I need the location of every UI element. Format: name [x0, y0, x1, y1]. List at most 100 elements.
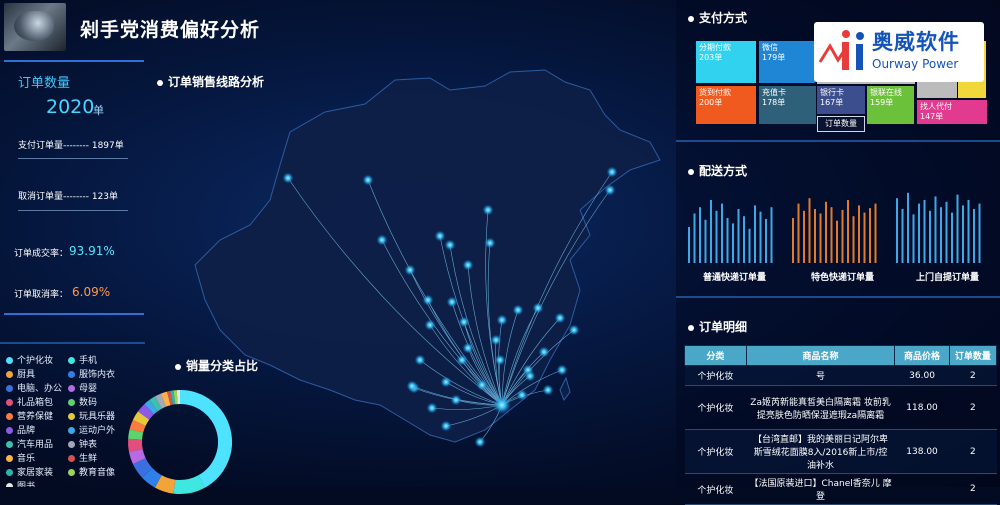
donut-slice [169, 398, 172, 399]
legend-label: 音乐 [17, 454, 35, 464]
delivery-bar [825, 202, 827, 263]
price-cell: 36.00 [895, 366, 950, 386]
legend-item[interactable]: 家居家装 [6, 465, 53, 478]
delivery-bar [705, 220, 707, 263]
city-point [525, 371, 536, 382]
payment-tile-value: 159单 [870, 98, 911, 108]
delivery-bar [896, 198, 898, 263]
donut-slice [147, 473, 158, 482]
delivery-bar [864, 213, 866, 263]
city-point [435, 231, 446, 242]
page-title: 剁手党消费偏好分析 [80, 15, 260, 42]
legend-label: 生鲜 [79, 454, 97, 464]
legend-item[interactable]: 营养保健 [6, 409, 53, 422]
legend-item[interactable]: 汽车用品 [6, 437, 53, 450]
category-cell: 个护化妆 [685, 474, 747, 505]
city-point [543, 385, 554, 396]
legend-item[interactable]: 教育音像 [68, 465, 115, 478]
legend-color-icon [68, 427, 75, 434]
city-point [557, 365, 568, 376]
donut-slice [135, 431, 136, 439]
legend-label: 汽车用品 [17, 440, 53, 450]
city-point [441, 377, 452, 388]
legend-label: 品牌 [17, 426, 35, 436]
delivery-group-label: 特色快递订单量 [811, 270, 874, 283]
legend-label: 家居家装 [17, 468, 53, 478]
product-cell: 号 [746, 366, 894, 386]
legend-item[interactable]: 母婴 [68, 381, 97, 394]
city-point [463, 343, 474, 354]
legend-item[interactable]: 电脑、办公 [6, 381, 62, 394]
legend-color-icon [68, 441, 75, 448]
legend-item[interactable]: 音乐 [6, 451, 35, 464]
table-row[interactable]: 个护化妆 号 36.00 2 [685, 366, 997, 386]
legend-color-icon [6, 427, 13, 434]
category-cell: 个护化妆 [685, 366, 747, 386]
city-point [427, 403, 438, 414]
delivery-bar [743, 216, 745, 263]
donut-slice [180, 397, 225, 481]
city-point [405, 265, 416, 276]
legend-item[interactable]: 运动户外 [68, 423, 115, 436]
table-row[interactable]: 个护化妆 【台湾直邮】我的美丽日记阿尔卑斯雪绒花面膜8入/2016新上市/控油补… [685, 430, 997, 474]
legend-item[interactable]: 厨具 [6, 367, 35, 380]
delivery-bar [798, 204, 800, 263]
column-header[interactable]: 商品名称 [746, 346, 894, 366]
table-row[interactable]: 个护化妆 Za姬芮新能真皙美白隔离霜 妆前乳提亮肤色防晒保湿遮瑕za隔离霜 11… [685, 386, 997, 430]
delivery-bar [940, 207, 942, 263]
legend-item[interactable]: 图书 [6, 479, 35, 487]
city-point [425, 320, 436, 331]
legend-label: 礼品箱包 [17, 398, 53, 408]
column-header[interactable]: 分类 [685, 346, 747, 366]
legend-label: 营养保健 [17, 412, 53, 422]
legend-item[interactable]: 生鲜 [68, 451, 97, 464]
divider [676, 296, 1000, 298]
legend-item[interactable]: 服饰内衣 [68, 367, 115, 380]
city-point [495, 355, 506, 366]
delivery-bar [831, 207, 833, 263]
column-header[interactable]: 商品价格 [895, 346, 950, 366]
delivery-bar [973, 209, 975, 263]
order-count-legend-button[interactable]: 订单数量 [817, 116, 865, 132]
legend-label: 母婴 [79, 384, 97, 394]
legend-item[interactable]: 数码 [68, 395, 97, 408]
map-title-text: 订单销售线路分析 [168, 75, 264, 89]
legend-label: 图书 [17, 482, 35, 487]
legend-item[interactable]: 个护化妆 [6, 353, 53, 366]
column-header[interactable]: 订单数量 [949, 346, 996, 366]
legend-item[interactable]: 手机 [68, 353, 97, 366]
delivery-bar [902, 209, 904, 263]
city-point [497, 315, 508, 326]
legend-color-icon [68, 357, 75, 364]
city-point [445, 240, 456, 251]
city-point [457, 355, 468, 366]
quantity-cell: 2 [949, 366, 996, 386]
city-point [415, 355, 426, 366]
payment-tile-value: 178单 [762, 98, 813, 108]
legend-item[interactable]: 玩具乐器 [68, 409, 115, 422]
delivery-bar [749, 229, 751, 263]
legend-color-icon [6, 483, 13, 487]
table-row[interactable]: 个护化妆 【法国原装进口】Chanel香奈儿 摩登 2 [685, 474, 997, 505]
legend-item[interactable]: 礼品箱包 [6, 395, 53, 408]
delivery-bar [858, 205, 860, 263]
divider [4, 60, 144, 62]
category-donut-chart [122, 384, 238, 500]
divider [676, 140, 1000, 142]
legend-item[interactable]: 品牌 [6, 423, 35, 436]
legend-item[interactable]: 钟表 [68, 437, 97, 450]
delivery-bar [765, 219, 767, 263]
delivery-title-text: 配送方式 [699, 164, 747, 178]
orders-title: 订单明细 [688, 318, 747, 335]
delivery-bar [721, 204, 723, 263]
payment-tile-label: 银行卡 [820, 88, 862, 98]
delivery-bar [847, 200, 849, 263]
category-title-text: 销量分类占比 [186, 359, 258, 373]
